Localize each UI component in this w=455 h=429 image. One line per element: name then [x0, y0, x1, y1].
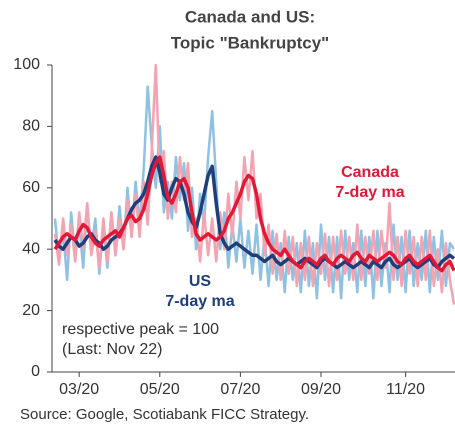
x-tick-label: 09/20 — [301, 381, 341, 398]
chart-title: Canada and US: — [185, 7, 315, 26]
annotation: respective peak = 100 — [62, 321, 219, 338]
annotation: Canada — [341, 164, 399, 181]
x-tick-label: 11/20 — [386, 381, 425, 398]
y-tick-label: 0 — [31, 363, 40, 380]
y-tick-label: 100 — [13, 56, 40, 73]
annotation: 7-day ma — [335, 184, 404, 201]
x-tick-label: 05/20 — [140, 381, 180, 398]
x-tick-label: 07/20 — [220, 381, 260, 398]
annotation: US — [189, 273, 212, 290]
annotation: (Last: Nov 22) — [62, 341, 162, 358]
y-tick-label: 40 — [22, 240, 40, 257]
y-tick-label: 20 — [22, 302, 40, 319]
annotation: 7-day ma — [165, 293, 234, 310]
source: Source: Google, Scotiabank FICC Strategy… — [20, 406, 309, 423]
plot-area — [53, 63, 455, 305]
y-tick-label: 60 — [22, 179, 40, 196]
series-line — [53, 155, 455, 273]
y-tick-label: 80 — [22, 118, 40, 135]
x-tick-label: 03/20 — [59, 381, 99, 398]
chart-title: Topic "Bankruptcy" — [171, 33, 329, 52]
